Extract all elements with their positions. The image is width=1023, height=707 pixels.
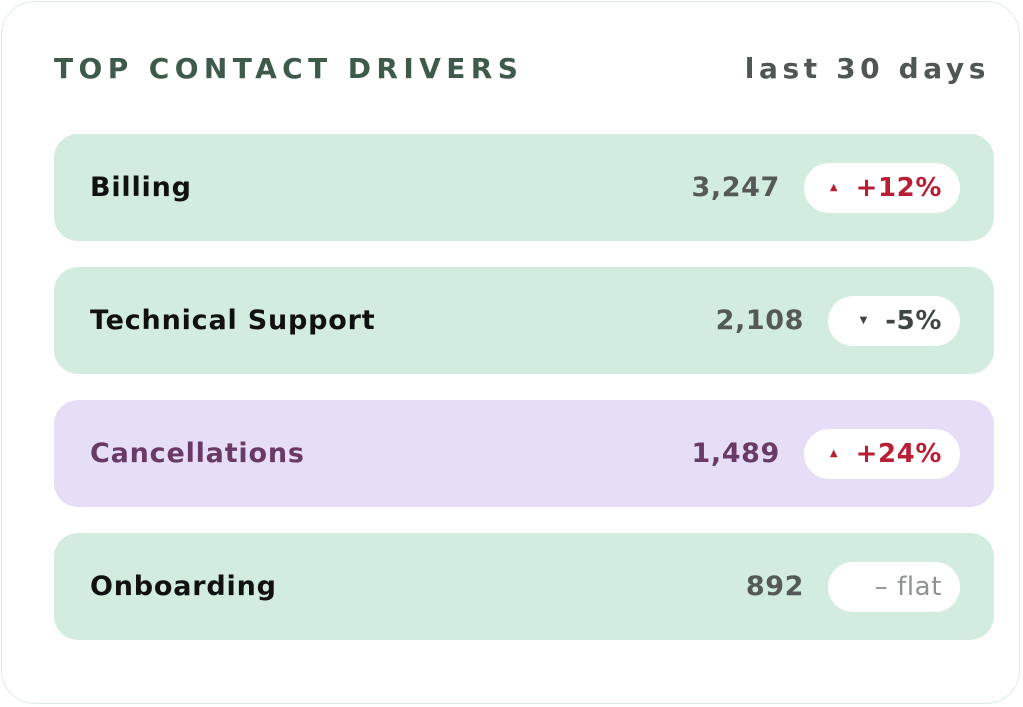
trend-up-icon: ▲ <box>829 181 838 193</box>
driver-label: Cancellations <box>90 438 305 469</box>
card-title: TOP CONTACT DRIVERS <box>54 52 524 85</box>
date-range-label: last 30 days <box>744 52 990 85</box>
driver-row-billing[interactable]: Billing 3,247 ▲ +12% <box>54 134 994 241</box>
trend-change: +12% <box>855 172 942 203</box>
trend-change: – flat <box>874 571 942 602</box>
driver-row-technical-support[interactable]: Technical Support 2,108 ▼ -5% <box>54 267 994 374</box>
driver-label: Billing <box>90 172 192 203</box>
trend-badge: ▲ +24% <box>803 428 960 479</box>
driver-count: 2,108 <box>715 305 804 336</box>
driver-label: Onboarding <box>90 571 277 602</box>
trend-change: -5% <box>885 305 942 336</box>
driver-row-onboarding[interactable]: Onboarding 892 – flat <box>54 533 994 640</box>
trend-badge: ▲ +12% <box>803 162 960 213</box>
driver-count: 892 <box>745 571 804 602</box>
trend-badge: – flat <box>828 561 960 612</box>
drivers-list: Billing 3,247 ▲ +12% Technical Support 2… <box>54 134 994 666</box>
driver-row-cancellations[interactable]: Cancellations 1,489 ▲ +24% <box>54 400 994 507</box>
driver-count: 1,489 <box>691 438 780 469</box>
trend-badge: ▼ -5% <box>828 295 960 346</box>
trend-down-icon: ▼ <box>859 314 868 326</box>
driver-count: 3,247 <box>691 172 780 203</box>
driver-label: Technical Support <box>90 305 376 336</box>
trend-change: +24% <box>855 438 942 469</box>
trend-up-icon: ▲ <box>829 447 838 459</box>
